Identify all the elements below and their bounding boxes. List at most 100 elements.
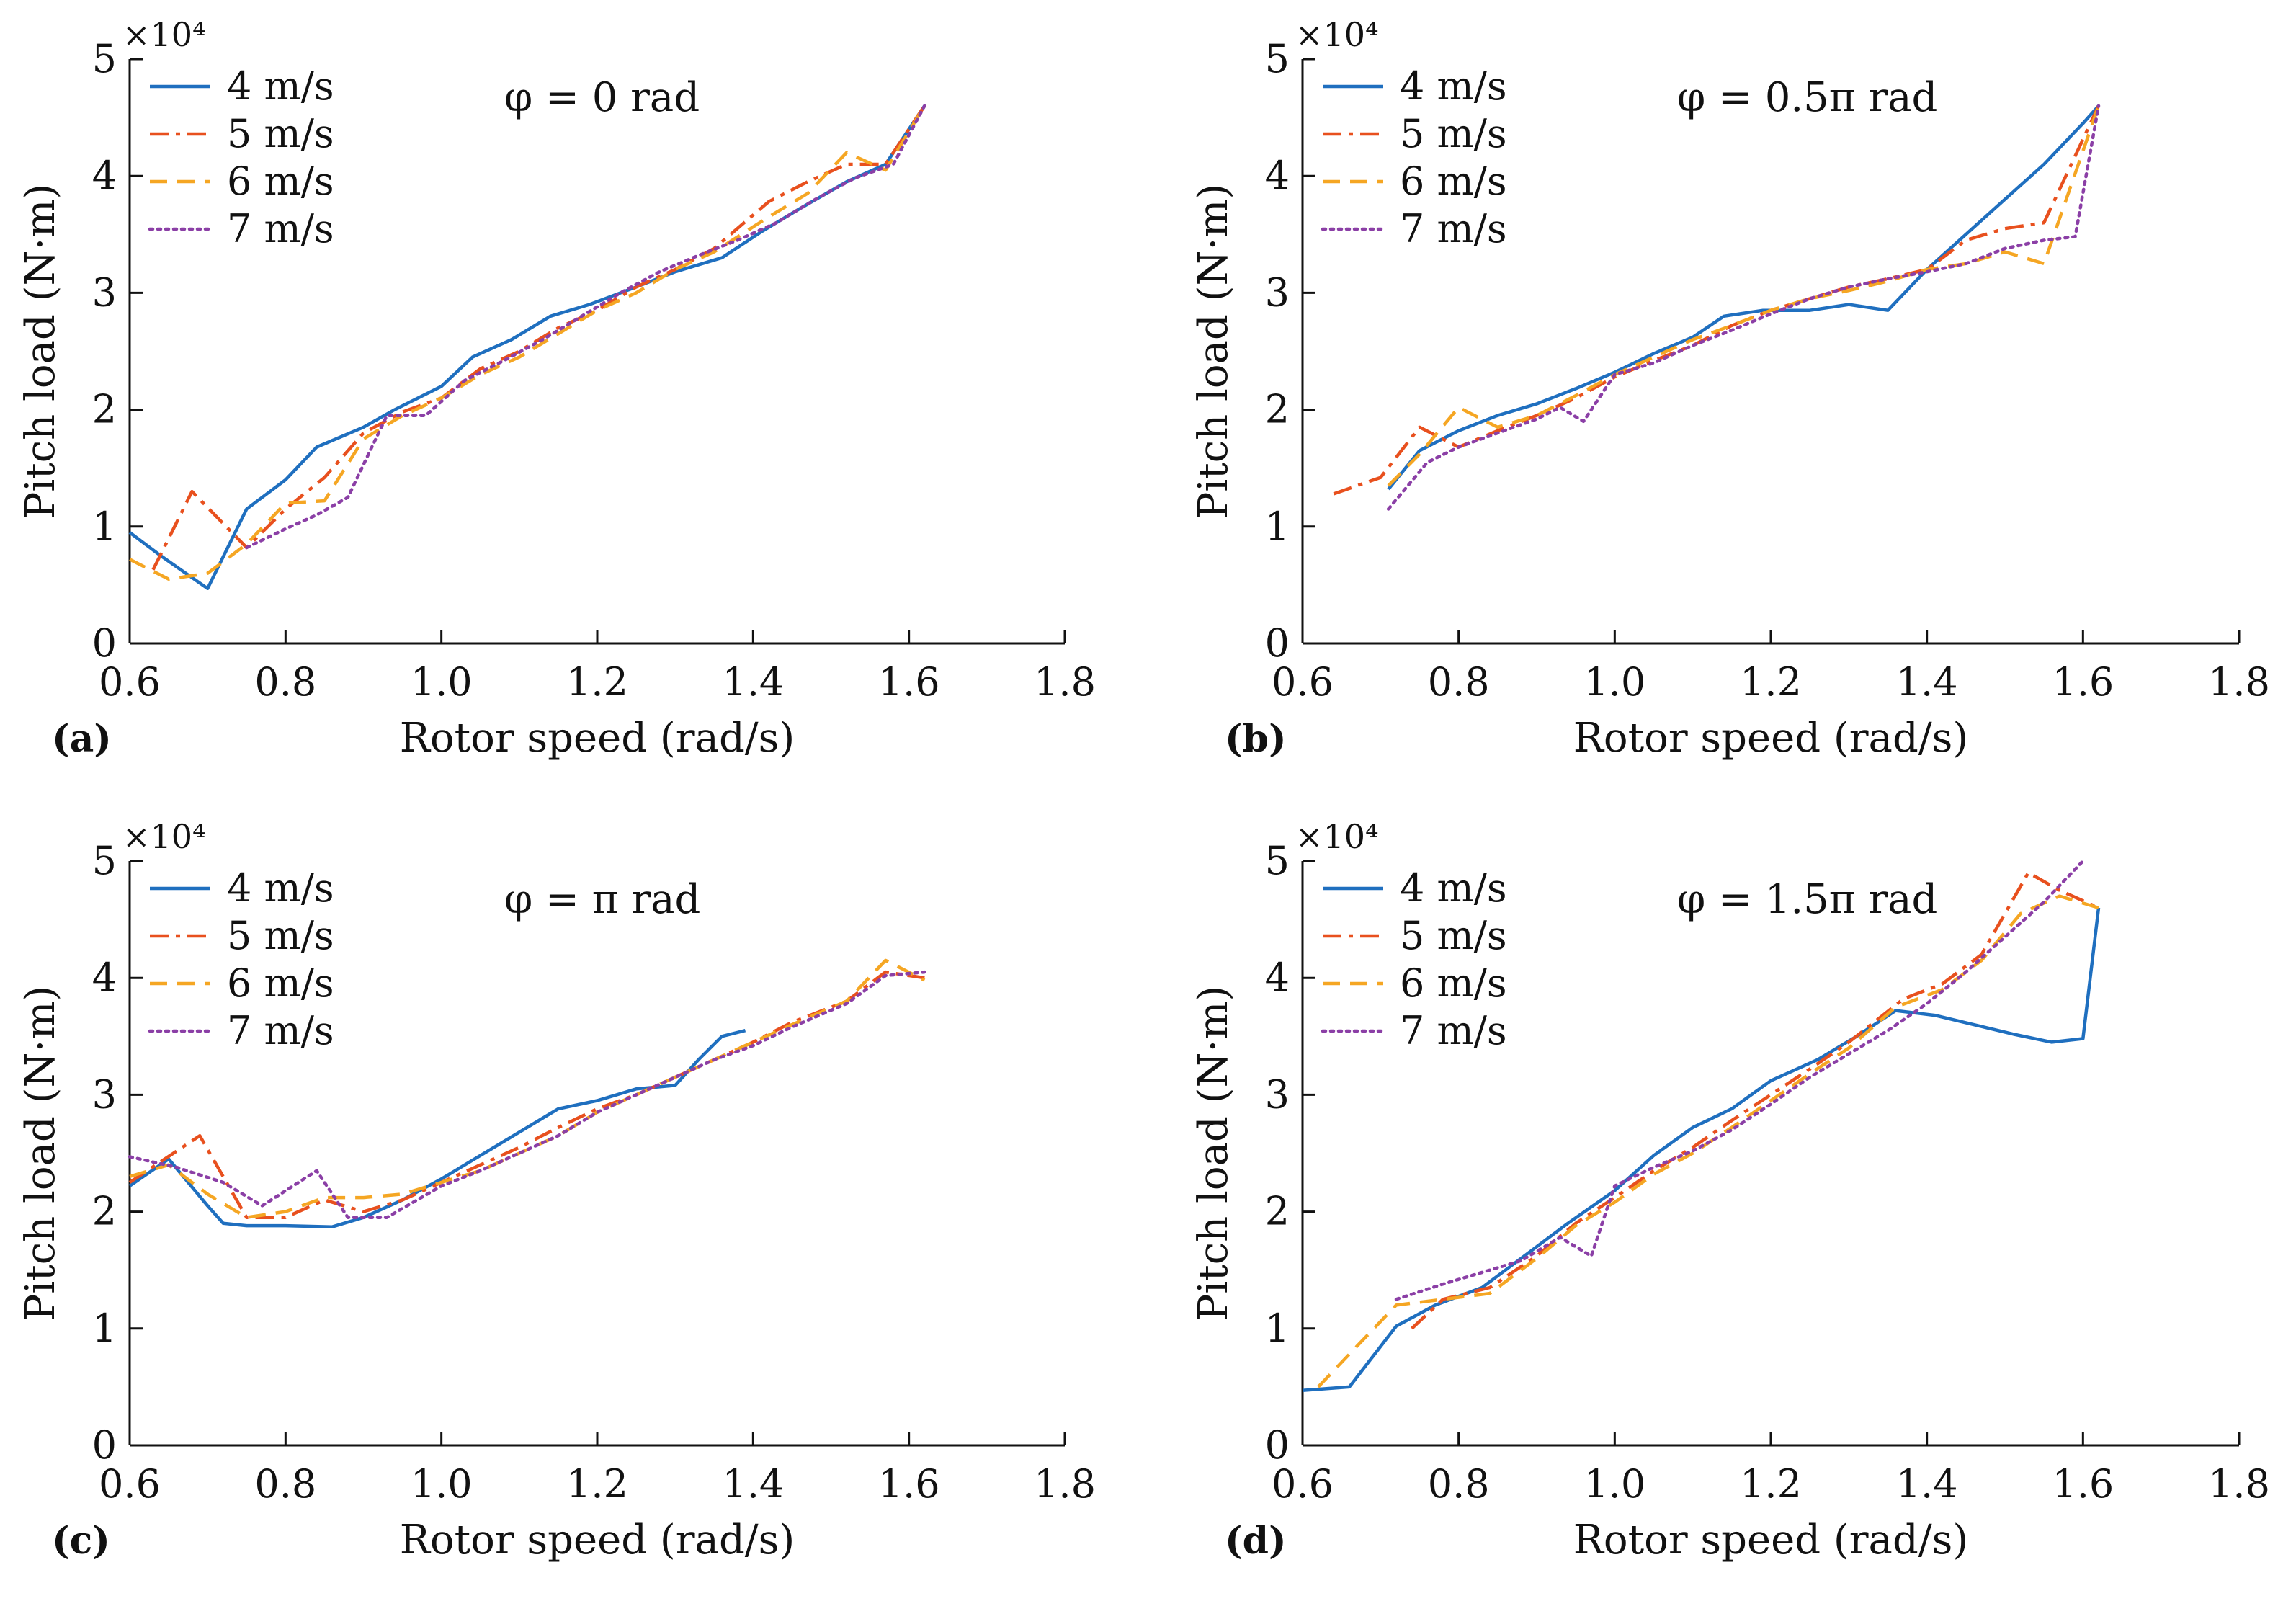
series-line-7ms — [1394, 859, 2085, 1301]
y-tick-label: 4 — [92, 955, 117, 1000]
y-tick-label: 2 — [1265, 1189, 1290, 1234]
y-tick-label: 0 — [1265, 1422, 1290, 1468]
y-exponent-label: ×10⁴ — [1295, 817, 1379, 856]
legend-entry: 6 m/s — [1400, 159, 1507, 204]
x-tick-label: 0.8 — [1428, 659, 1490, 705]
y-tick-label: 1 — [1265, 504, 1290, 549]
panel-label: (c) — [52, 1519, 110, 1563]
y-tick-label: 5 — [1265, 838, 1290, 883]
x-tick-label: 1.4 — [722, 1461, 784, 1507]
panel-label: (b) — [1225, 717, 1287, 761]
x-tick-label: 1.0 — [1583, 1461, 1645, 1507]
x-tick-label: 1.6 — [2052, 659, 2114, 705]
panel-label: (d) — [1225, 1519, 1287, 1563]
x-axis-label: Rotor speed (rad/s) — [1573, 715, 1969, 762]
series-line-7ms — [245, 104, 926, 550]
phase-annotation: φ = 0.5π rad — [1677, 74, 1937, 121]
legend: 4 m/s5 m/s6 m/s7 m/s — [1321, 63, 1507, 251]
legend: 4 m/s5 m/s6 m/s7 m/s — [148, 63, 334, 251]
y-tick-label: 3 — [1265, 1071, 1290, 1117]
x-tick-label: 1.8 — [1034, 659, 1096, 705]
y-axis-label: Pitch load (N·m) — [17, 986, 64, 1321]
series-line-6ms — [128, 104, 926, 581]
x-tick-label: 1.4 — [1896, 659, 1958, 705]
y-tick-label: 0 — [92, 620, 117, 666]
x-tick-label: 1.8 — [2208, 659, 2270, 705]
x-tick-label: 0.8 — [254, 659, 316, 705]
legend-entry: 7 m/s — [1400, 1008, 1507, 1053]
chart-panel-d: 0.6 0.8 1.0 1.2 1.4 1.6 1.8 0 1 2 3 4 5×10⁴ Rotor spe… — [1190, 817, 2270, 1564]
chart-panel-c: 0.6 0.8 1.0 1.2 1.4 1.6 1.8 0 1 2 3 4 5×10⁴ Rotor spe… — [17, 817, 1096, 1564]
chart-panel-b: 0.6 0.8 1.0 1.2 1.4 1.6 1.8 0 1 2 3 4 5×10⁴ Rotor spe… — [1190, 15, 2270, 762]
y-tick-label: 0 — [1265, 620, 1290, 666]
y-tick-label: 0 — [92, 1422, 117, 1468]
y-tick-label: 2 — [92, 387, 117, 432]
x-axis-label: Rotor speed (rad/s) — [400, 715, 795, 762]
legend-entry: 5 m/s — [1400, 913, 1507, 958]
legend-entry: 5 m/s — [227, 111, 334, 156]
legend-entry: 6 m/s — [227, 159, 334, 204]
y-tick-label: 4 — [92, 153, 117, 198]
x-tick-label: 1.2 — [1740, 659, 1802, 705]
x-axis-label: Rotor speed (rad/s) — [1573, 1517, 1969, 1564]
legend-entry: 4 m/s — [1400, 63, 1507, 109]
x-tick-label: 0.6 — [1272, 659, 1334, 705]
chart-panel-a: 0.6 0.8 1.0 1.2 1.4 1.6 1.8 0 1 2 3 4 5×10⁴ Rotor spe… — [17, 15, 1096, 762]
legend-entry: 7 m/s — [227, 206, 334, 251]
legend-entry: 4 m/s — [227, 865, 334, 911]
x-tick-label: 1.2 — [566, 659, 628, 705]
series-line-7ms — [128, 970, 926, 1219]
series-line-5ms — [1411, 870, 2099, 1330]
x-tick-label: 1.4 — [1896, 1461, 1958, 1507]
legend-entry: 7 m/s — [227, 1008, 334, 1053]
x-tick-label: 1.0 — [411, 659, 473, 705]
panel-label: (a) — [52, 717, 112, 761]
series-line-7ms — [1386, 104, 2101, 511]
series-line-6ms — [129, 958, 926, 1219]
y-exponent-label: ×10⁴ — [1295, 15, 1379, 54]
x-tick-label: 0.6 — [99, 659, 161, 705]
y-tick-label: 5 — [1265, 36, 1290, 81]
y-tick-label: 2 — [92, 1189, 117, 1234]
x-tick-label: 1.6 — [878, 659, 940, 705]
x-tick-label: 1.8 — [2208, 1461, 2270, 1507]
x-tick-label: 1.0 — [411, 1461, 473, 1507]
x-tick-label: 1.2 — [566, 1461, 628, 1507]
phase-annotation: φ = π rad — [504, 876, 700, 923]
x-axis-label: Rotor speed (rad/s) — [400, 1517, 795, 1564]
y-axis-label: Pitch load (N·m) — [1190, 986, 1237, 1321]
x-tick-label: 1.4 — [722, 659, 784, 705]
y-exponent-label: ×10⁴ — [122, 15, 206, 54]
y-tick-label: 5 — [92, 838, 117, 883]
series-line-6ms — [1317, 894, 2099, 1388]
legend: 4 m/s5 m/s6 m/s7 m/s — [148, 865, 334, 1053]
legend-entry: 7 m/s — [1400, 206, 1507, 251]
y-tick-label: 3 — [1265, 269, 1290, 315]
y-tick-label: 2 — [1265, 387, 1290, 432]
y-tick-label: 3 — [92, 1071, 117, 1117]
x-tick-label: 1.6 — [2052, 1461, 2114, 1507]
phase-annotation: φ = 0 rad — [504, 74, 700, 121]
series-line-4ms — [128, 1029, 746, 1228]
y-tick-label: 4 — [1265, 153, 1290, 198]
y-tick-label: 1 — [92, 1306, 117, 1351]
y-tick-label: 5 — [92, 36, 117, 81]
y-tick-label: 4 — [1265, 955, 1290, 1000]
y-tick-label: 1 — [92, 504, 117, 549]
series-line-6ms — [1387, 105, 2101, 487]
legend-entry: 6 m/s — [227, 960, 334, 1006]
x-tick-label: 1.0 — [1583, 659, 1645, 705]
x-tick-label: 0.6 — [1272, 1461, 1334, 1507]
x-tick-label: 1.8 — [1034, 1461, 1096, 1507]
legend-entry: 6 m/s — [1400, 960, 1507, 1006]
phase-annotation: φ = 1.5π rad — [1677, 876, 1937, 923]
x-tick-label: 0.8 — [254, 1461, 316, 1507]
x-tick-label: 0.8 — [1428, 1461, 1490, 1507]
legend-entry: 5 m/s — [227, 913, 334, 958]
y-axis-label: Pitch load (N·m) — [17, 184, 64, 519]
series-line-4ms — [1387, 104, 2100, 491]
legend-entry: 4 m/s — [1400, 865, 1507, 911]
y-tick-label: 1 — [1265, 1306, 1290, 1351]
y-axis-label: Pitch load (N·m) — [1190, 184, 1237, 519]
